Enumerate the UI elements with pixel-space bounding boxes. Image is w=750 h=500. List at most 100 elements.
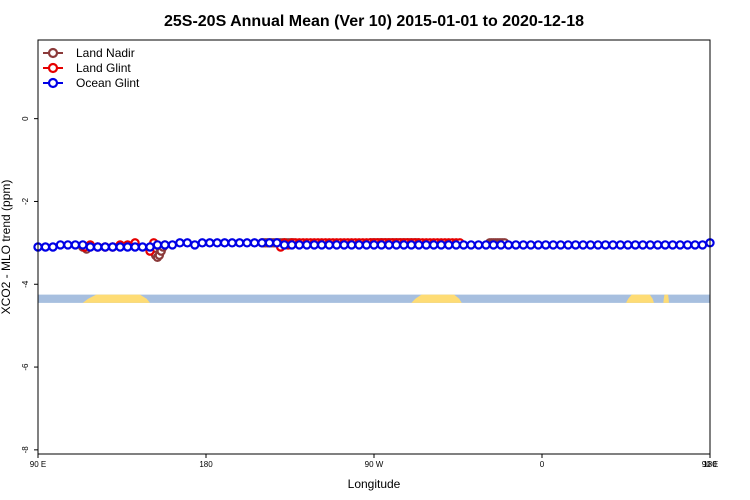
data-point-ocean-glint <box>570 240 581 250</box>
data-point-ocean-glint <box>391 240 402 250</box>
data-point-ocean-glint <box>152 240 163 250</box>
data-point-ocean-glint <box>503 240 514 250</box>
y-tick-label: 0 <box>21 116 30 121</box>
data-point-ocean-glint <box>399 240 409 250</box>
legend-label: Land Nadir <box>76 46 135 60</box>
data-point-ocean-glint <box>212 238 222 248</box>
land-segment-2 <box>626 294 654 303</box>
data-point-ocean-glint <box>429 240 439 250</box>
data-point-ocean-glint <box>406 240 417 250</box>
data-point-ocean-glint <box>638 240 648 250</box>
data-point-ocean-glint <box>137 242 148 252</box>
data-point-ocean-glint <box>197 238 207 248</box>
data-point-ocean-glint <box>548 240 558 250</box>
data-point-ocean-glint <box>697 240 708 250</box>
data-point-ocean-glint <box>309 240 319 250</box>
data-point-ocean-glint <box>115 242 125 252</box>
data-point-ocean-glint <box>593 240 603 250</box>
data-point-ocean-glint <box>555 240 566 250</box>
data-point-ocean-glint <box>145 242 155 252</box>
data-point-ocean-glint <box>667 240 678 250</box>
y-tick-label: -2 <box>21 197 30 205</box>
data-point-ocean-glint <box>107 242 118 252</box>
legend-label: Ocean Glint <box>76 76 140 90</box>
data-point-ocean-glint <box>585 240 596 250</box>
data-point-ocean-glint <box>272 238 282 248</box>
data-point-ocean-glint <box>421 240 431 250</box>
legend-item-land-glint: Land Glint <box>43 61 131 75</box>
data-point-ocean-glint <box>518 240 529 250</box>
data-point-ocean-glint <box>302 240 312 250</box>
data-point-ocean-glint <box>414 240 424 250</box>
data-point-ocean-glint <box>167 240 178 250</box>
chart-title: 25S-20S Annual Mean (Ver 10) 2015-01-01 … <box>164 13 584 30</box>
data-point-ocean-glint <box>346 240 357 250</box>
data-point-ocean-glint <box>511 240 521 250</box>
data-point-ocean-glint <box>623 240 633 250</box>
data-point-ocean-glint <box>257 238 267 248</box>
data-point-ocean-glint <box>93 242 103 252</box>
data-point-ocean-glint <box>100 242 110 252</box>
data-point-ocean-glint <box>249 238 260 248</box>
legend-marker <box>47 62 59 74</box>
data-point-ocean-glint <box>317 240 327 250</box>
data-point-ocean-glint <box>190 240 200 250</box>
data-point-ocean-glint <box>436 240 446 250</box>
data-point-ocean-glint <box>219 238 230 248</box>
y-axis-label: XCO2 - MLO trend (ppm) <box>0 180 13 315</box>
data-point-ocean-glint <box>369 240 379 250</box>
data-point-ocean-glint <box>600 240 611 250</box>
x-tick-label: 0 <box>540 460 545 469</box>
data-point-ocean-glint <box>78 240 88 250</box>
data-point-ocean-glint <box>361 240 372 250</box>
data-point-ocean-glint <box>615 240 626 250</box>
legend-item-ocean-glint: Ocean Glint <box>43 76 140 90</box>
data-point-ocean-glint <box>690 240 700 250</box>
y-tick-label: -8 <box>21 446 30 454</box>
legend-marker <box>47 47 59 59</box>
data-point-ocean-glint <box>384 240 394 250</box>
data-point-ocean-glint <box>264 238 275 248</box>
data-point-ocean-glint <box>526 240 536 250</box>
data-point-ocean-glint <box>645 240 655 250</box>
x-axis-label: Longitude <box>348 477 401 491</box>
data-point-ocean-glint <box>40 242 51 252</box>
data-point-ocean-glint <box>182 238 193 248</box>
data-point-ocean-glint <box>660 240 670 250</box>
data-point-ocean-glint <box>608 240 618 250</box>
data-point-ocean-glint <box>279 240 290 250</box>
data-point-ocean-glint <box>376 240 387 250</box>
data-point-ocean-glint <box>287 240 297 250</box>
data-point-ocean-glint <box>578 240 588 250</box>
data-point-ocean-glint <box>48 242 58 252</box>
data-point-ocean-glint <box>63 240 73 250</box>
data-point-ocean-glint <box>324 240 334 250</box>
data-point-ocean-glint <box>234 238 245 248</box>
data-point-ocean-glint <box>488 240 499 250</box>
data-point-ocean-glint <box>451 240 461 250</box>
data-point-ocean-glint <box>473 240 484 250</box>
land-segment-0 <box>82 294 150 303</box>
land-segment-1 <box>411 294 462 303</box>
series-layer <box>33 238 715 263</box>
data-point-ocean-glint <box>70 240 81 250</box>
land-segment-3 <box>663 294 669 303</box>
x-tick-label: 180 <box>703 460 717 469</box>
data-point-ocean-glint <box>242 238 252 248</box>
data-point-ocean-glint <box>466 240 476 250</box>
x-tick-label: 90 W <box>365 460 384 469</box>
data-point-ocean-glint <box>458 240 469 250</box>
legend-label: Land Glint <box>76 61 131 75</box>
data-point-ocean-glint <box>294 240 305 250</box>
data-point-ocean-glint <box>630 240 641 250</box>
data-point-ocean-glint <box>682 240 693 250</box>
data-point-ocean-glint <box>354 240 364 250</box>
data-point-ocean-glint <box>205 238 215 248</box>
data-point-ocean-glint <box>85 242 95 252</box>
data-point-ocean-glint <box>227 238 237 248</box>
data-point-ocean-glint <box>331 240 342 250</box>
x-tick-label: 180 <box>199 460 213 469</box>
